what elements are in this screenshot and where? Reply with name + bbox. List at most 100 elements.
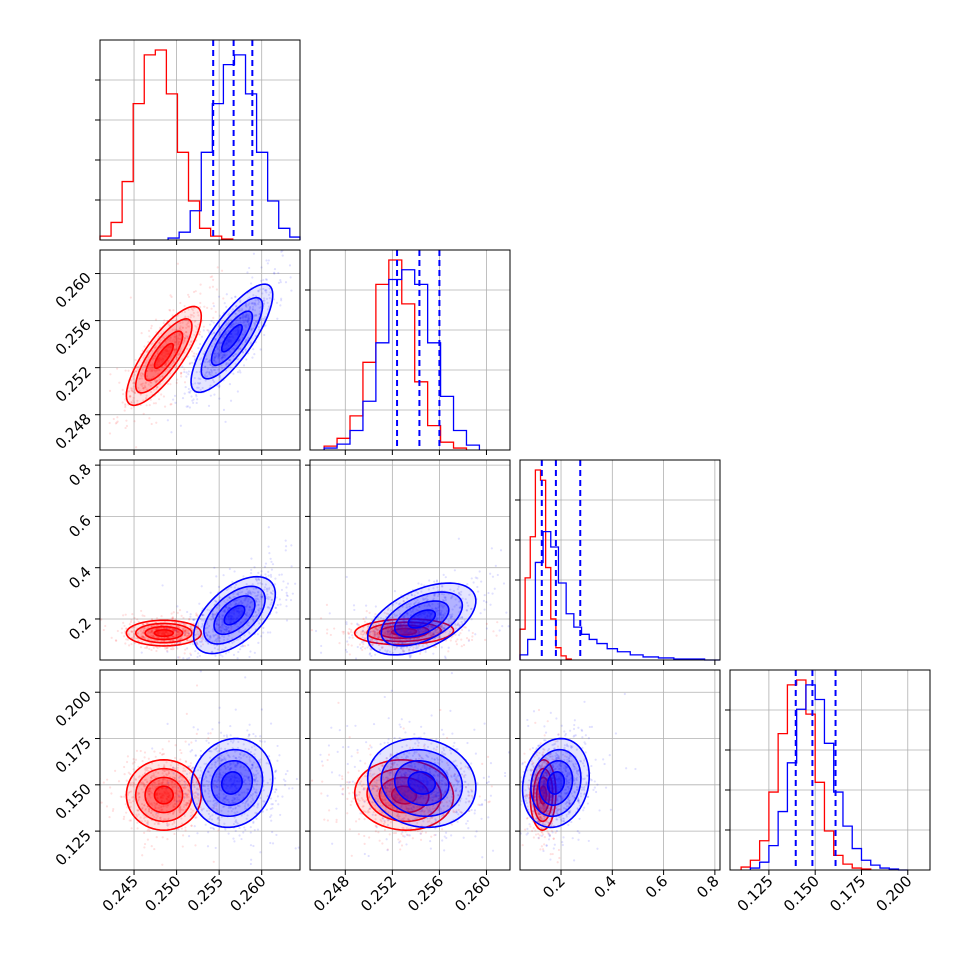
contour-b <box>223 604 246 626</box>
contour-b <box>190 283 274 394</box>
density-a <box>126 306 202 406</box>
density-b <box>214 595 255 635</box>
contour-b <box>521 737 591 829</box>
density-b <box>539 760 573 806</box>
contour-b <box>220 323 243 353</box>
contour-a <box>144 625 184 641</box>
density-b <box>191 284 273 393</box>
hist-panel-4: 0.125 0.150 0.175 0.200 <box>725 669 931 915</box>
y-tick-label: 0.252 <box>52 363 95 406</box>
y-tick-label: 0.125 <box>52 826 95 869</box>
contour-b <box>210 310 254 367</box>
contour-a <box>153 629 174 638</box>
scatter-panel-4-3: 0.2 0.4 0.6 0.8 <box>515 669 723 902</box>
density-a <box>135 318 192 393</box>
scatter-b <box>520 692 637 862</box>
density-b <box>193 576 276 654</box>
hist-panel-1 <box>95 39 301 245</box>
density-a <box>354 759 454 831</box>
y-tick-label: 0.256 <box>52 316 95 359</box>
contour-a <box>390 627 418 636</box>
panel-frame <box>99 669 301 871</box>
density-a <box>126 759 202 831</box>
contour-b <box>366 737 477 829</box>
contour-b <box>393 600 450 638</box>
x-tick-label: 0.256 <box>404 872 447 915</box>
contour-a <box>532 767 554 823</box>
scatter-panel-3-1: 0.2 0.4 0.6 0.8 <box>65 459 301 665</box>
contour-a <box>153 342 174 370</box>
x-tick-label: 0.6 <box>642 872 672 902</box>
x-tick-label: 0.248 <box>310 872 353 915</box>
contour-b <box>203 585 266 645</box>
y-tick-label: 0.6 <box>65 512 95 542</box>
panel-frame <box>729 669 931 871</box>
contour-b <box>546 771 566 795</box>
panel-frame <box>519 459 721 661</box>
contour-b <box>538 759 574 806</box>
density-a <box>154 629 174 637</box>
contour-a <box>125 759 203 831</box>
contour-a <box>134 318 193 394</box>
x-tick-label: 0.125 <box>734 872 777 915</box>
hist-a-2 <box>323 259 468 450</box>
density-b <box>201 297 263 379</box>
hist-panel-2 <box>305 249 511 455</box>
panel-frame <box>99 459 301 661</box>
contour-b <box>213 595 256 636</box>
x-tick-label: 0.8 <box>693 872 723 902</box>
y-tick-label: 0.2 <box>65 614 95 644</box>
y-tick-label: 0.248 <box>52 410 95 453</box>
panel-frame <box>99 249 301 451</box>
density-b <box>224 605 245 625</box>
contour-a <box>366 767 442 823</box>
contour-a <box>353 759 455 831</box>
x-tick-label: 0.2 <box>539 872 569 902</box>
contour-b <box>530 748 582 818</box>
contour-b <box>200 296 264 380</box>
x-tick-label: 0.175 <box>826 872 869 915</box>
density-b <box>408 771 436 795</box>
contour-b <box>210 759 254 806</box>
contour-a <box>378 624 430 639</box>
contour-b <box>407 771 437 795</box>
y-tick-label: 0.260 <box>52 269 95 312</box>
density-b <box>203 586 266 644</box>
hist-panel-3 <box>515 459 721 665</box>
scatter-b <box>146 670 300 870</box>
hist-b-2 <box>323 269 481 450</box>
density-b <box>221 324 243 352</box>
contour-b <box>192 575 277 655</box>
density-a <box>539 786 547 804</box>
contour-a <box>390 785 418 805</box>
density-b <box>221 771 243 795</box>
contour-a <box>134 767 193 823</box>
x-tick-label: 0.260 <box>226 872 269 915</box>
x-tick-label: 0.200 <box>873 872 916 915</box>
contour-b <box>380 748 464 818</box>
contour-a <box>144 776 184 814</box>
contour-a <box>125 619 203 647</box>
x-tick-label: 0.4 <box>591 872 621 902</box>
x-tick-label: 0.150 <box>780 872 823 915</box>
scatter-panel-3-2 <box>305 459 511 665</box>
y-tick-label: 0.200 <box>52 687 95 730</box>
panel-frame <box>309 669 511 871</box>
x-tick-label: 0.260 <box>451 872 494 915</box>
y-tick-label: 0.4 <box>65 563 95 593</box>
contour-b <box>380 591 464 647</box>
x-tick-label: 0.250 <box>141 872 184 915</box>
density-a <box>154 786 174 804</box>
contour-a <box>539 785 548 805</box>
hist-b-1 <box>167 54 301 240</box>
contour-a <box>535 776 551 814</box>
density-b <box>394 760 449 806</box>
contour-a <box>144 330 184 382</box>
hist-b-4 <box>749 684 908 871</box>
y-tick-label: 0.175 <box>52 734 95 777</box>
y-tick-label: 0.8 <box>65 460 95 490</box>
contour-b <box>200 748 264 818</box>
contour-a <box>134 622 193 644</box>
